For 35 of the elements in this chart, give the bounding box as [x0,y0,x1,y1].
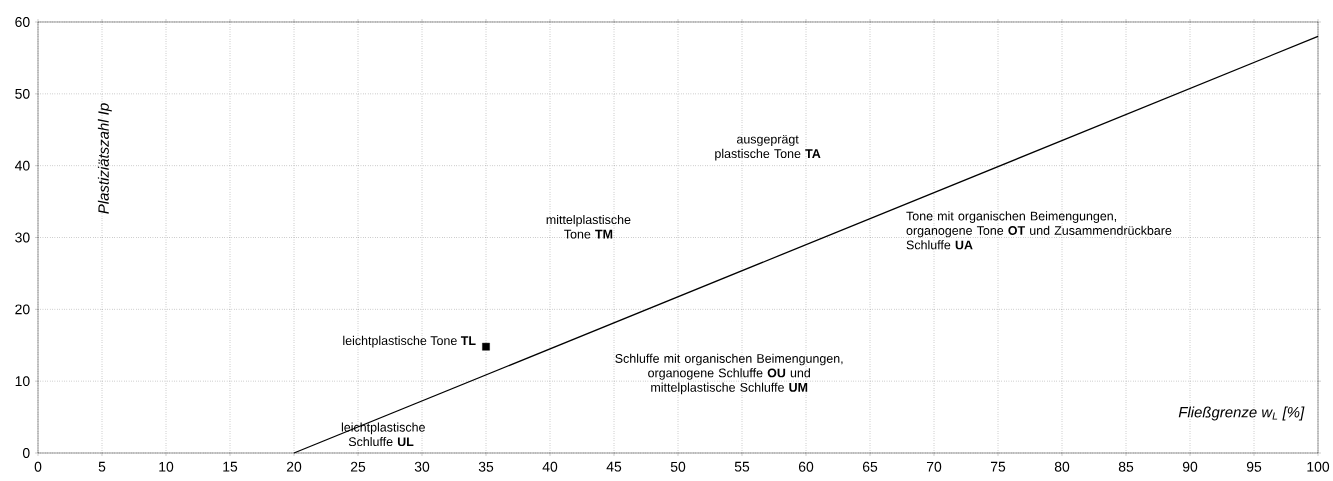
x-tick-label: 30 [414,461,430,472]
annotation: Schluffe mit organischen Beimengungen, organogene Schluffe OU und mittelplastische Schluffe UM [615,353,843,395]
x-tick-label: 25 [350,461,366,472]
x-axis-title: Fließgrenze w$_{L}$ [%] [1178,406,1305,421]
x-tick-label: 20 [286,461,302,472]
x-tick-label: 55 [734,461,750,472]
annotation: mittelplastische Tone TM [546,214,631,239]
annotation: ausgeprägt plastische Tone TA [715,134,821,161]
x-tick-label: 90 [1182,461,1198,472]
x-tick-label: 60 [798,461,814,472]
x-tick-label: 75 [990,461,1006,472]
x-tick-label: 40 [542,461,558,472]
text: Tone mit organischen Beimengungen, organogene Tone OT und Zusammendrückbare Schluffe UA [906,211,1172,250]
y-tick-label: 10 [15,376,30,387]
x-tick-label: 45 [606,461,622,472]
x-tick-label: 100 [1307,461,1330,472]
x-tick-label: 50 [670,461,686,472]
x-tick-label: 35 [478,461,494,472]
y-tick-label: 60 [15,17,30,27]
x-tick-label: 0 [34,461,42,472]
x-tick-label: 15 [223,461,238,472]
y-tick-label: 0 [22,448,30,458]
x-tick-label: 5 [98,461,106,472]
annotation: leichtplastische Tone TL [343,335,476,348]
y-tick-label: 20 [15,304,30,315]
y-axis-title: Plastiziätszahl Ip [97,103,112,214]
y-tick-label: 40 [14,160,30,171]
x-tick-label: 80 [1054,461,1070,472]
y-tick-label: 50 [15,88,30,99]
x-tick-label: 65 [862,461,878,472]
x-tick-label: 85 [1118,461,1134,472]
x-tick-label: 95 [1246,461,1262,472]
x-tick-label: 70 [926,461,942,472]
y-tick-label: 30 [15,232,30,243]
x-tick-label: 10 [159,461,174,472]
